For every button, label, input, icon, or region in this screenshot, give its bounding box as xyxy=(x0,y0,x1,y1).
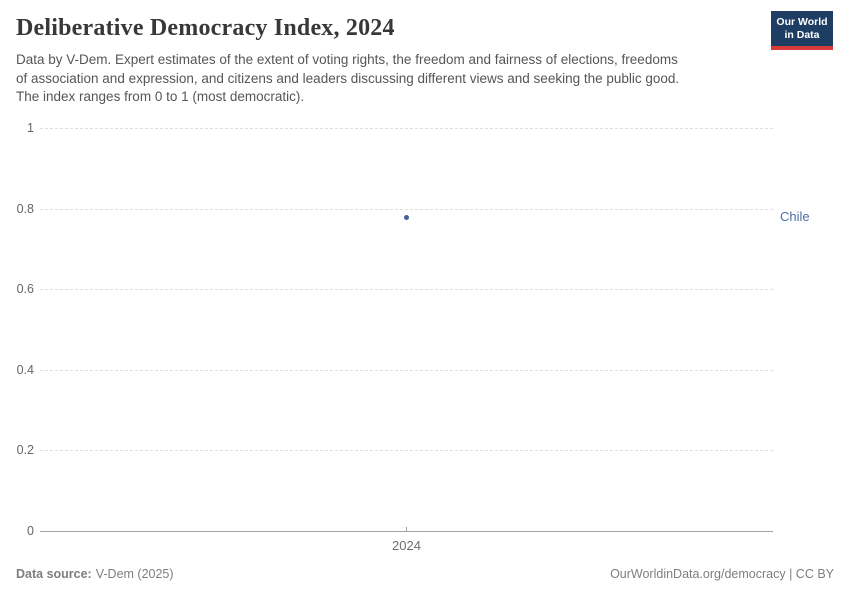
subtitle-line: The index ranges from 0 to 1 (most democ… xyxy=(16,89,305,104)
chart-header: Deliberative Democracy Index, 2024 Data … xyxy=(16,14,756,107)
y-axis-tick-label: 1 xyxy=(27,121,34,135)
gridline xyxy=(40,370,773,371)
subtitle-line: Data by V-Dem. Expert estimates of the e… xyxy=(16,52,678,67)
data-source-note: Data source: V-Dem (2025) xyxy=(16,567,174,581)
data-source-label: Data source: xyxy=(16,567,92,581)
gridline xyxy=(40,289,773,290)
chart-subtitle: Data by V-Dem. Expert estimates of the e… xyxy=(16,51,756,107)
owid-logo[interactable]: Our World in Data xyxy=(771,11,833,50)
gridline xyxy=(40,128,773,129)
entity-label-chile[interactable]: Chile xyxy=(780,209,810,224)
data-source-value: V-Dem (2025) xyxy=(95,567,174,581)
chart-plot-area: 0 0.2 0.4 0.6 0.8 1 2024 Chile xyxy=(0,121,850,553)
y-axis-tick-label: 0.6 xyxy=(16,282,34,296)
subtitle-line: of association and expression, and citiz… xyxy=(16,70,680,86)
gridline xyxy=(40,209,773,210)
y-axis-tick-label: 0.4 xyxy=(16,363,34,377)
x-axis-line xyxy=(40,531,773,532)
y-axis-tick-label: 0.2 xyxy=(16,443,34,457)
x-axis-tick xyxy=(406,527,407,531)
data-point-chile[interactable] xyxy=(404,214,409,220)
x-axis-tick-label: 2024 xyxy=(392,538,421,553)
y-axis-tick-label: 0.8 xyxy=(16,202,34,216)
y-axis-tick-label: 0 xyxy=(27,524,34,538)
owid-logo-text: Our World xyxy=(776,16,828,28)
chart-title: Deliberative Democracy Index, 2024 xyxy=(16,15,395,41)
owid-logo-text: in Data xyxy=(784,29,820,41)
gridline xyxy=(40,450,773,451)
chart-footer: Data source: V-Dem (2025) OurWorldinData.… xyxy=(16,567,834,581)
credit-link[interactable]: OurWorldinData.org/democracy | CC BY xyxy=(610,567,834,581)
